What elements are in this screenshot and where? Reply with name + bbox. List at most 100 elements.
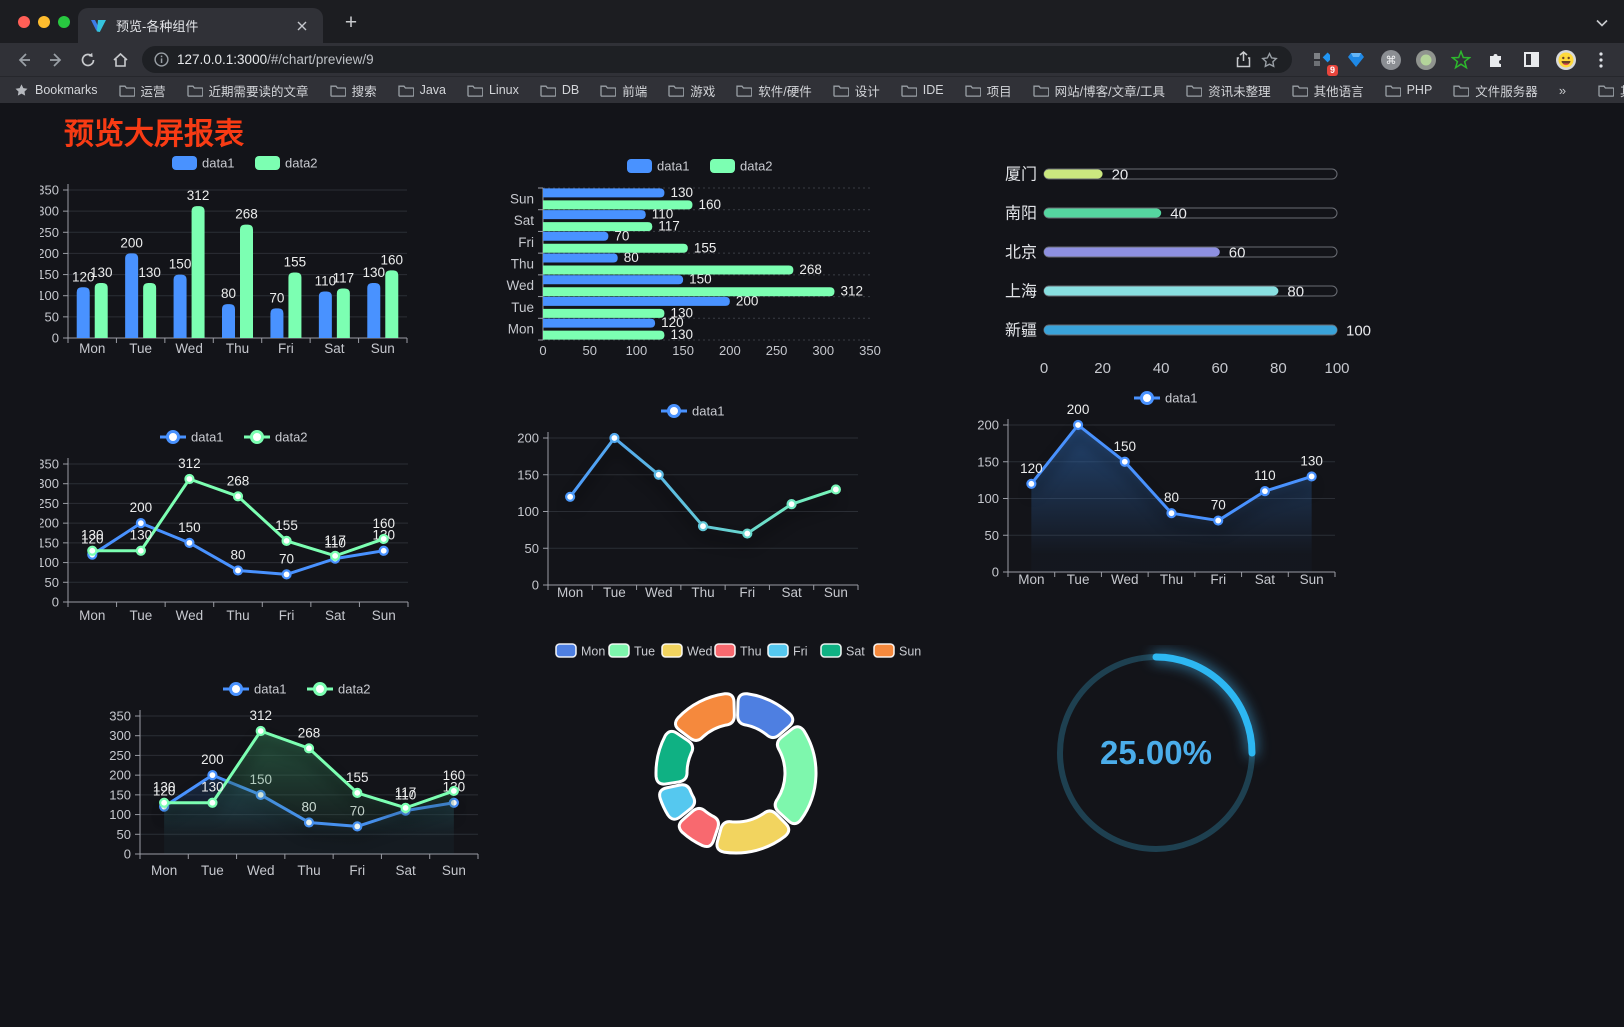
legend-item-data2[interactable]: data2: [244, 430, 308, 445]
bookmark-item-0[interactable]: Bookmarks: [14, 83, 98, 97]
svg-text:data2: data2: [740, 159, 773, 174]
svg-text:50: 50: [117, 827, 131, 842]
bookmark-item-14[interactable]: 资讯未整理: [1186, 81, 1271, 100]
back-button[interactable]: [10, 46, 38, 74]
svg-text:data1: data1: [657, 159, 690, 174]
bookmark-item-1[interactable]: 运营: [118, 81, 166, 100]
legend-item-Fri[interactable]: Fri: [767, 643, 808, 659]
svg-text:300: 300: [40, 476, 59, 491]
bookmark-item-4[interactable]: Java: [397, 83, 446, 97]
pie-slice-Thu[interactable]: [677, 806, 720, 849]
bookmark-star-icon[interactable]: [1261, 51, 1278, 68]
svg-text:268: 268: [227, 473, 250, 488]
bookmarks-overflow-chevron[interactable]: »: [1558, 82, 1567, 98]
extension-grid-icon[interactable]: 9: [1308, 47, 1338, 76]
pie-slice-Fri[interactable]: [658, 783, 697, 821]
legend-item-data1[interactable]: data1: [223, 682, 287, 697]
svg-text:80: 80: [624, 250, 639, 265]
extension-green-star-icon[interactable]: [1448, 47, 1474, 73]
svg-text:data2: data2: [285, 156, 318, 171]
legend-item-data1[interactable]: data1: [661, 404, 725, 419]
pie-slice-Mon[interactable]: [736, 692, 795, 740]
bookmark-item-17[interactable]: 文件服务器: [1453, 81, 1538, 100]
legend-item-data2[interactable]: data2: [710, 159, 773, 174]
extension-command-icon[interactable]: ⌘: [1378, 47, 1404, 73]
bookmark-item-10[interactable]: 设计: [833, 81, 880, 100]
bookmark-item-13[interactable]: 网站/博客/文章/工具: [1032, 81, 1165, 100]
share-icon[interactable]: [1236, 51, 1251, 68]
svg-text:Sun: Sun: [899, 645, 921, 659]
pie-slice-Sun[interactable]: [674, 692, 736, 742]
legend-item-data2[interactable]: data2: [255, 156, 318, 171]
svg-text:150: 150: [169, 257, 192, 272]
bookmark-item-9[interactable]: 软件/硬件: [736, 81, 812, 100]
url-text[interactable]: 127.0.0.1:3000/#/chart/preview/9: [177, 52, 1236, 67]
legend-item-data1[interactable]: data1: [1134, 391, 1198, 406]
svg-text:100: 100: [40, 288, 59, 303]
bookmark-item-15[interactable]: 其他语言: [1291, 81, 1364, 100]
legend-item-Mon[interactable]: Mon: [555, 643, 605, 659]
svg-text:200: 200: [40, 246, 59, 261]
bookmark-item-12[interactable]: 项目: [964, 81, 1012, 100]
legend-item-data2[interactable]: data2: [307, 682, 371, 697]
svg-text:data2: data2: [338, 682, 371, 697]
close-window-button[interactable]: [18, 16, 30, 28]
legend-item-Sat[interactable]: Sat: [820, 643, 865, 659]
window-controls[interactable]: [18, 16, 70, 28]
bookmark-item-5[interactable]: Linux: [467, 83, 519, 97]
tab-close-icon[interactable]: [293, 17, 311, 35]
address-bar[interactable]: 127.0.0.1:3000/#/chart/preview/9: [142, 46, 1292, 73]
minimize-window-button[interactable]: [38, 16, 50, 28]
svg-text:⌘: ⌘: [1386, 55, 1397, 67]
browser-menu-icon[interactable]: [1588, 47, 1614, 73]
legend-item-Wed[interactable]: Wed: [661, 643, 713, 659]
bookmark-item-11[interactable]: IDE: [901, 83, 944, 97]
legend-item-data1[interactable]: data1: [627, 159, 690, 174]
svg-text:0: 0: [1040, 360, 1048, 377]
bookmark-item-16[interactable]: PHP: [1384, 83, 1432, 97]
maximize-window-button[interactable]: [58, 16, 70, 28]
forward-button[interactable]: [42, 46, 70, 74]
legend-item-Sun[interactable]: Sun: [873, 643, 921, 659]
svg-text:data1: data1: [191, 430, 224, 445]
pie-slice-Wed[interactable]: [715, 809, 791, 855]
svg-text:Thu: Thu: [226, 608, 249, 623]
bookmark-item-8[interactable]: 游戏: [668, 81, 715, 100]
bookmark-label: 文件服务器: [1475, 84, 1538, 99]
extensions-puzzle-icon[interactable]: [1483, 47, 1509, 73]
svg-text:Tue: Tue: [201, 863, 224, 878]
bookmark-item-6[interactable]: DB: [540, 83, 579, 97]
bookmark-item-3[interactable]: 搜索: [329, 81, 377, 100]
bookmark-label: 游戏: [690, 84, 716, 99]
pie-slice-Tue[interactable]: [773, 725, 818, 826]
extension-gem-icon[interactable]: [1343, 47, 1369, 73]
pie-slice-Sat[interactable]: [654, 729, 695, 786]
svg-text:Mon: Mon: [79, 608, 105, 623]
dark-mode-extension-icon[interactable]: [1518, 47, 1544, 73]
svg-text:Sun: Sun: [510, 191, 534, 206]
bookmark-item-2[interactable]: 近期需要读的文章: [186, 81, 309, 100]
chart-area-two-lines: data1 data2 0 50 100 150 200 250 300 350 Mon Tue Wed…: [98, 675, 496, 898]
progress-row-北京: 北京 60: [1005, 244, 1338, 262]
legend-item-Thu[interactable]: Thu: [714, 643, 762, 659]
tab-title: 预览-各种组件: [116, 19, 199, 34]
tab-search-chevron-icon[interactable]: [1596, 14, 1608, 32]
svg-text:Thu: Thu: [297, 863, 320, 878]
legend-item-data1[interactable]: data1: [160, 430, 224, 445]
new-tab-button[interactable]: +: [344, 11, 358, 34]
bookmark-item-7[interactable]: 前端: [600, 81, 647, 100]
bookmark-label: 项目: [986, 84, 1012, 99]
bookmark-item-19[interactable]: 其他书签: [1598, 81, 1624, 100]
home-button[interactable]: [106, 46, 134, 74]
svg-text:80: 80: [1270, 360, 1287, 377]
browser-tab[interactable]: 预览-各种组件: [78, 8, 323, 43]
svg-text:Tue: Tue: [603, 585, 626, 600]
reload-button[interactable]: [74, 46, 102, 74]
extension-dot-icon[interactable]: [1413, 47, 1439, 73]
emoji-extension-icon[interactable]: [1553, 47, 1579, 73]
legend-item-data1[interactable]: data1: [172, 156, 235, 171]
site-info-icon[interactable]: [154, 52, 169, 67]
legend-item-Tue[interactable]: Tue: [608, 643, 655, 659]
svg-text:40: 40: [1170, 206, 1187, 223]
folder-icon: [1186, 85, 1203, 97]
